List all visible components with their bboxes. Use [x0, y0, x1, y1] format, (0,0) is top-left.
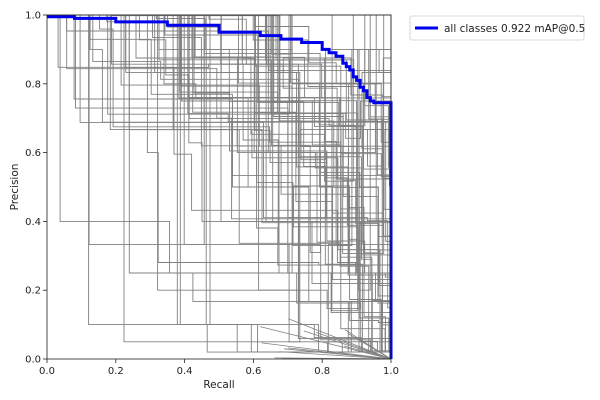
class-curve-tail	[315, 331, 392, 360]
class-curve	[47, 14, 392, 359]
y-axis-label: Precision	[9, 164, 21, 211]
x-tick-label: 0.8	[314, 366, 330, 377]
class-curve	[47, 14, 392, 359]
x-tick-label: 1.0	[383, 366, 399, 377]
all-classes-curve	[46, 15, 393, 359]
class-curve	[47, 14, 392, 359]
class-curve-tail	[279, 351, 392, 360]
class-curve	[47, 14, 392, 359]
class-curve	[47, 14, 392, 359]
x-tick-label: 0.6	[245, 366, 261, 377]
class-curve-tail	[347, 332, 392, 360]
y-axis: 0.0 0.2 0.4 0.6 0.8 1.0	[25, 11, 47, 366]
class-curve	[47, 14, 392, 359]
legend-label: all classes 0.922 mAP@0.5	[444, 23, 585, 35]
legend: all classes 0.922 mAP@0.5	[409, 15, 585, 41]
x-axis: 0.0 0.2 0.4 0.6 0.8 1.0	[39, 359, 399, 377]
y-tick-label: 0.0	[25, 355, 41, 366]
class-curve	[47, 14, 392, 359]
class-curve	[47, 14, 392, 359]
y-tick-label: 0.8	[25, 79, 41, 90]
y-tick-label: 0.2	[25, 286, 41, 297]
class-curve	[47, 14, 392, 359]
plot-frame	[46, 14, 392, 360]
x-axis-label: Recall	[203, 379, 234, 391]
class-curve	[47, 14, 392, 359]
class-curve-tail	[288, 318, 392, 360]
x-tick-label: 0.4	[177, 366, 193, 377]
class-curve-tail	[259, 326, 392, 360]
per-class-curves	[47, 14, 392, 360]
y-tick-label: 0.4	[25, 217, 41, 228]
class-curve-tail	[287, 347, 392, 360]
legend-box	[409, 15, 585, 41]
class-curve	[47, 14, 392, 359]
y-tick-label: 1.0	[25, 11, 41, 22]
x-tick-label: 0.0	[39, 366, 55, 377]
class-curve	[47, 14, 392, 359]
class-curve-tail	[303, 330, 392, 360]
class-curve	[47, 14, 392, 359]
x-tick-label: 0.2	[108, 366, 124, 377]
y-tick-label: 0.6	[25, 148, 41, 159]
